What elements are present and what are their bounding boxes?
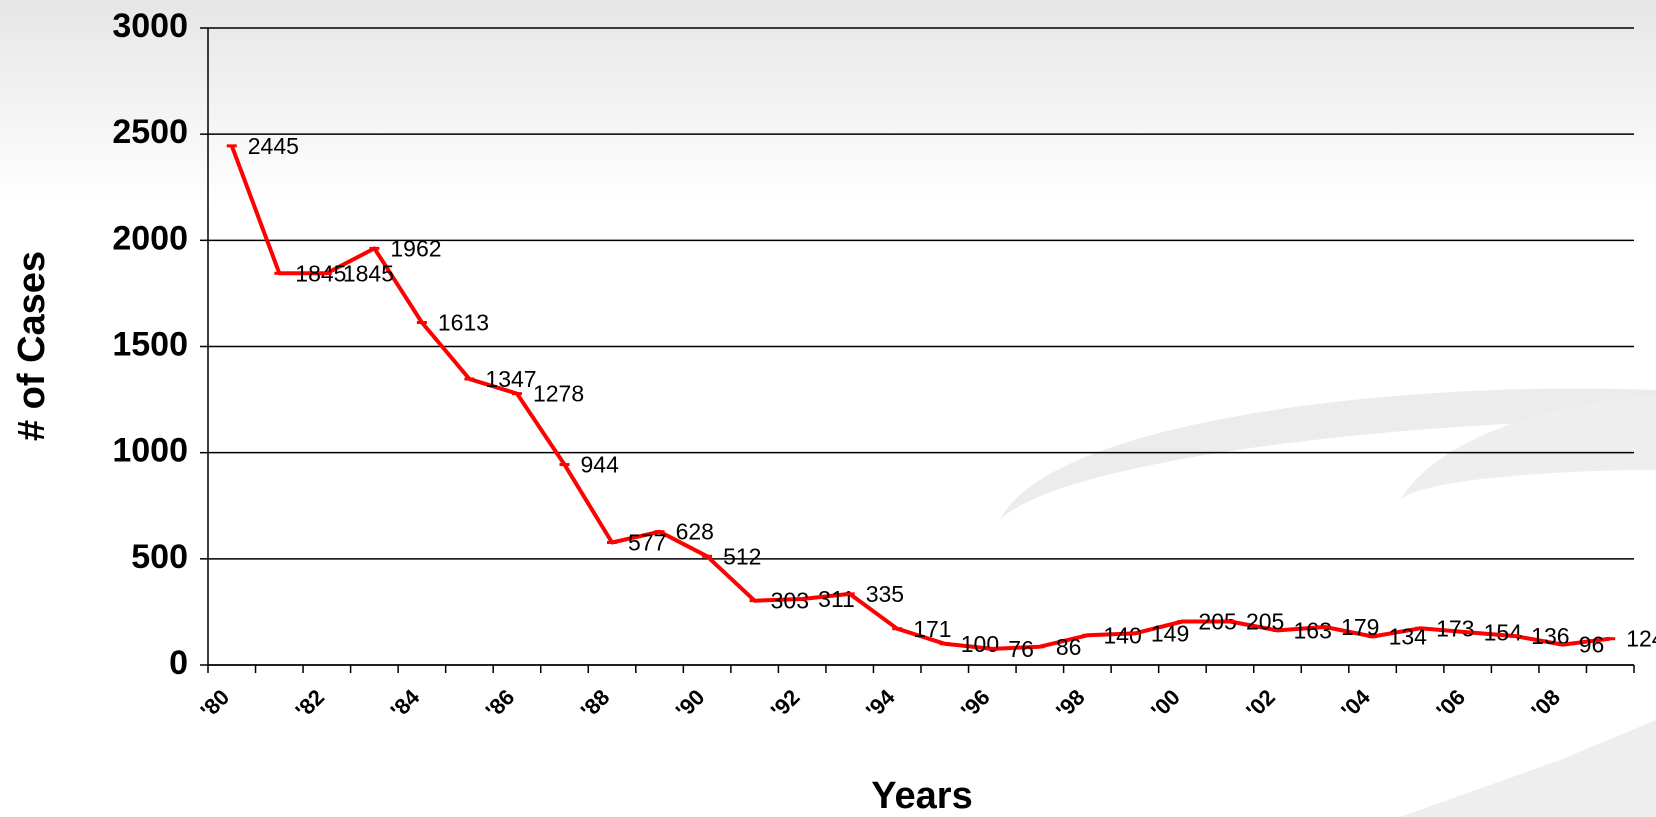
data-label: 303 xyxy=(771,588,809,614)
line xyxy=(229,145,1611,651)
y-axis-title: # of Cases xyxy=(11,251,53,441)
x-axis-title: Years xyxy=(871,775,972,817)
data-label: 335 xyxy=(866,581,904,607)
decor-swoosh xyxy=(1400,395,1656,500)
y-tick-label: 2500 xyxy=(112,113,188,151)
data-label: 140 xyxy=(1103,622,1141,648)
data-label: 1845 xyxy=(343,260,394,286)
data-label: 1845 xyxy=(295,260,346,286)
y-tick-label: 3000 xyxy=(112,7,188,45)
y-tick-label: 500 xyxy=(131,538,188,576)
y-tick-label: 0 xyxy=(169,644,188,682)
data-label: 577 xyxy=(628,530,666,556)
data-label: 96 xyxy=(1579,632,1605,658)
data-label: 173 xyxy=(1436,615,1474,641)
data-label: 124 xyxy=(1626,626,1656,652)
data-label: 149 xyxy=(1151,620,1189,646)
data-label: 944 xyxy=(581,452,620,478)
data-label: 512 xyxy=(723,543,761,569)
y-tick-label: 1500 xyxy=(112,325,188,363)
data-label: 76 xyxy=(1008,636,1034,662)
data-label: 1613 xyxy=(438,310,489,336)
data-label: 163 xyxy=(1294,617,1332,643)
data-label: 1278 xyxy=(533,381,584,407)
y-tick-label: 2000 xyxy=(112,219,188,257)
data-label: 171 xyxy=(913,616,951,642)
data-label: 100 xyxy=(961,631,999,657)
data-label: 154 xyxy=(1484,619,1523,645)
data-label: 1962 xyxy=(390,235,441,261)
data-label: 311 xyxy=(818,586,855,612)
data-label: 2445 xyxy=(248,133,299,159)
decor-swoosh xyxy=(1400,720,1656,817)
data-label: 1347 xyxy=(485,366,536,392)
decor-swoosh xyxy=(1000,388,1656,520)
data-label: 86 xyxy=(1056,634,1082,660)
y-tick-label: 1000 xyxy=(112,432,188,470)
data-label: 628 xyxy=(676,519,714,545)
